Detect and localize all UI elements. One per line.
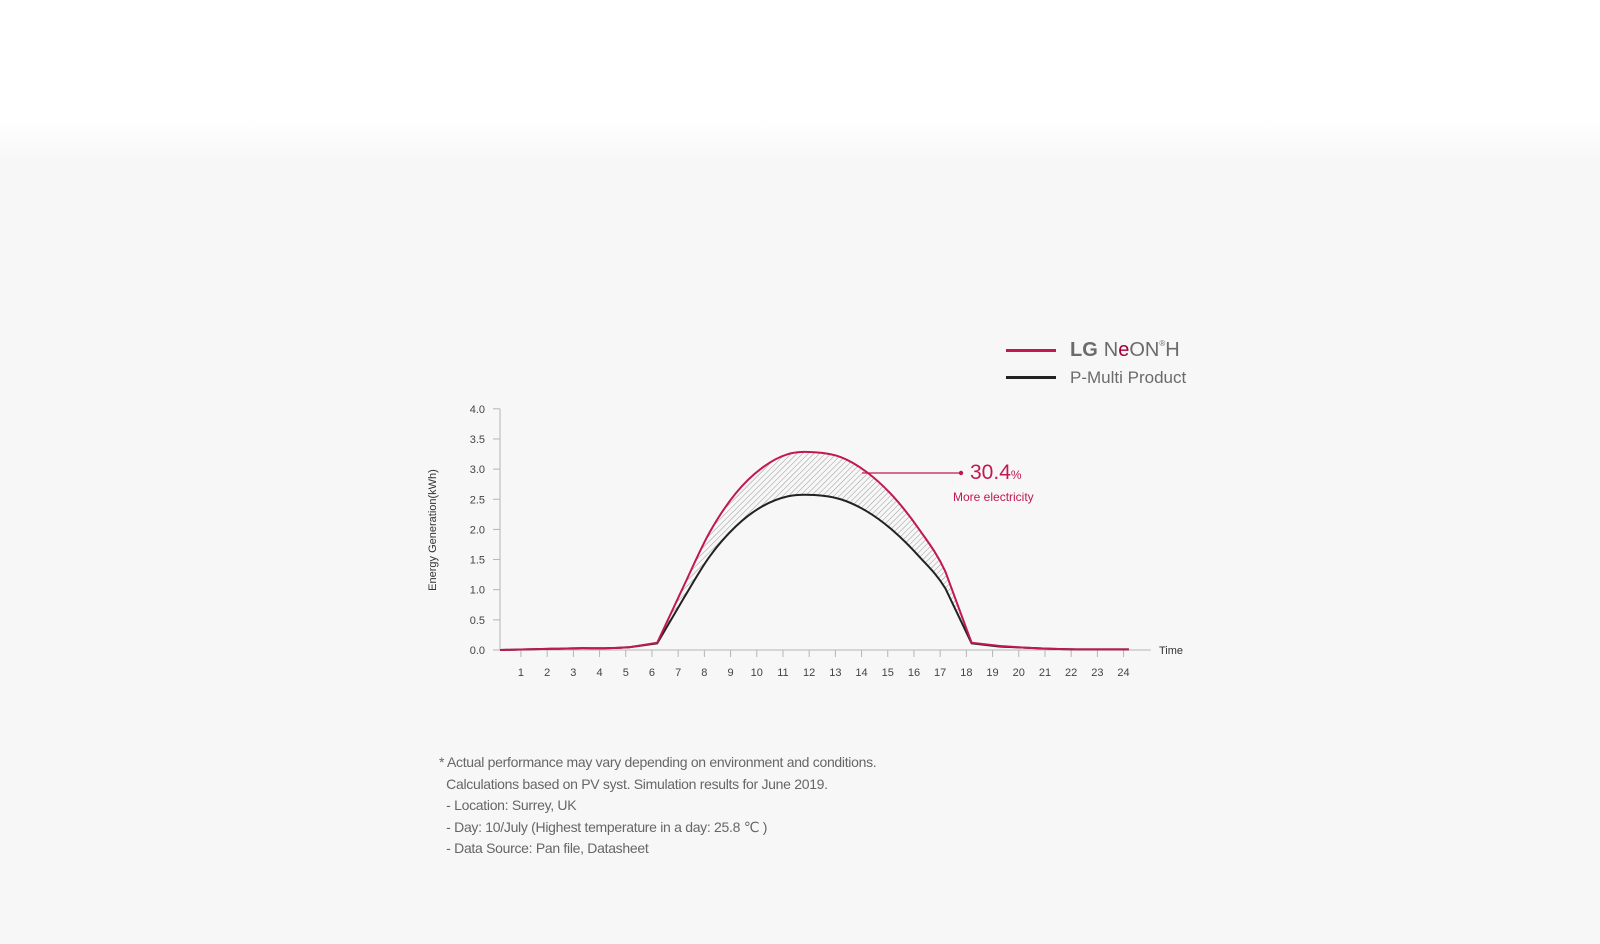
y-axis-label: Energy Generation(kWh) <box>427 469 439 591</box>
annotation-text: More electricity <box>953 490 1034 504</box>
y-tick-label: 1.0 <box>470 585 485 597</box>
x-tick-label: 7 <box>675 667 681 679</box>
legend-label-lg-neon: LG NeON®H <box>1070 339 1180 361</box>
x-tick-label: 13 <box>829 667 841 679</box>
x-tick-label: 1 <box>518 667 524 679</box>
lg-neon-line <box>499 450 1129 651</box>
x-tick-label: 19 <box>986 667 998 679</box>
annotation-percent: 30.4% <box>970 461 1022 484</box>
y-tick-label: 1.5 <box>470 555 485 567</box>
x-tick-label: 4 <box>596 667 602 679</box>
x-tick-label: 24 <box>1117 667 1129 679</box>
legend-swatch-lg <box>1006 349 1056 352</box>
y-tick-label: 3.5 <box>470 434 485 446</box>
difference-area <box>657 451 972 644</box>
legend-item-p-multi: P-Multi Product <box>1006 364 1186 391</box>
footnote-line: - Data Source: Pan file, Datasheet <box>439 840 649 856</box>
x-tick-label: 6 <box>649 667 655 679</box>
x-axis: 1 2 3 4 5 6 7 8 9 10 11 12 13 14 15 16 17 18 19 20 21 22 23 24 <box>500 649 1151 679</box>
legend-swatch-p-multi <box>1006 376 1056 379</box>
y-tick-label: 2.5 <box>470 494 485 506</box>
p-multi-line <box>499 493 1129 651</box>
footnote-line: Calculations based on PV syst. Simulatio… <box>439 775 828 792</box>
x-tick-label: 10 <box>751 667 763 679</box>
y-axis: 0.0 0.5 1.0 1.5 2.0 2.5 3.0 3.5 4.0 <box>470 404 501 657</box>
y-tick-label: 0.0 <box>470 645 485 657</box>
x-tick-label: 8 <box>701 667 707 679</box>
footnote-line: - Location: Surrey, UK <box>439 797 577 813</box>
annotation-pointer <box>862 470 964 476</box>
y-tick-label: 4.0 <box>470 404 485 416</box>
x-tick-label: 18 <box>960 667 972 679</box>
y-tick-label: 3.0 <box>470 464 485 476</box>
x-tick-label: 11 <box>777 667 788 679</box>
x-tick-label: 12 <box>803 667 815 679</box>
legend-label-p-multi: P-Multi Product <box>1070 367 1187 387</box>
legend-item-lg-neon: LG NeON®H <box>1006 337 1186 364</box>
footnote-line: - Day: 10/July (Highest temperature in a… <box>439 818 768 835</box>
x-tick-label: 22 <box>1065 667 1077 679</box>
y-tick-label: 0.5 <box>470 615 485 627</box>
footnote: * Actual performance may vary depending … <box>439 752 877 860</box>
x-tick-label: 5 <box>623 667 629 679</box>
footnote-line: * Actual performance may vary depending … <box>439 754 877 770</box>
x-tick-label: 21 <box>1039 667 1051 679</box>
x-tick-label: 2 <box>544 667 550 679</box>
x-tick-label: 17 <box>934 667 946 679</box>
x-tick-label: 15 <box>882 667 894 679</box>
x-tick-label: 16 <box>908 667 920 679</box>
x-tick-label: 14 <box>855 667 867 679</box>
x-tick-label: 3 <box>570 667 576 679</box>
x-axis-label: Time <box>1159 645 1183 657</box>
x-tick-label: 23 <box>1091 667 1103 679</box>
chart-legend: LG NeON®H P-Multi Product <box>1006 337 1186 391</box>
y-tick-label: 2.0 <box>470 524 485 536</box>
x-tick-label: 20 <box>1013 667 1025 679</box>
x-tick-label: 9 <box>727 667 733 679</box>
